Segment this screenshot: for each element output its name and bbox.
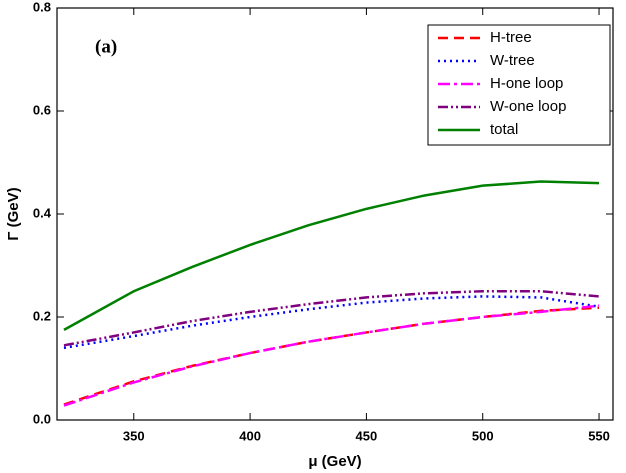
y-tick-label: 0.6 [33,102,51,117]
plot-frame [56,7,614,421]
legend-label: H-tree [490,29,532,46]
y-tick-label: 0.2 [33,308,51,323]
y-tick-label: 0.4 [33,205,52,220]
x-tick-label: 450 [356,428,378,443]
legend-label: total [490,121,518,138]
legend-label: W-tree [490,52,535,69]
series-line [63,295,600,350]
x-tick-label: 500 [472,428,494,443]
x-tick-label: 350 [123,428,145,443]
y-tick-label: 0.8 [33,0,51,14]
x-axis-label: μ (GeV) [308,453,361,470]
y-axis-label: Γ (GeV) [5,187,22,240]
legend-label: H-one loop [490,75,563,92]
legend-box [427,24,611,146]
series-line [63,304,600,407]
series-line [63,180,600,331]
x-tick-label: 550 [588,428,610,443]
series-line [63,290,600,347]
legend-label: W-one loop [490,98,566,115]
legend: H-tree W-tree H-one loop W-one loop total [427,24,611,146]
x-tick-label: 400 [239,428,261,443]
annotation: (a) [95,36,117,57]
y-tick-label: 0.0 [33,411,51,426]
series-line [63,306,600,406]
